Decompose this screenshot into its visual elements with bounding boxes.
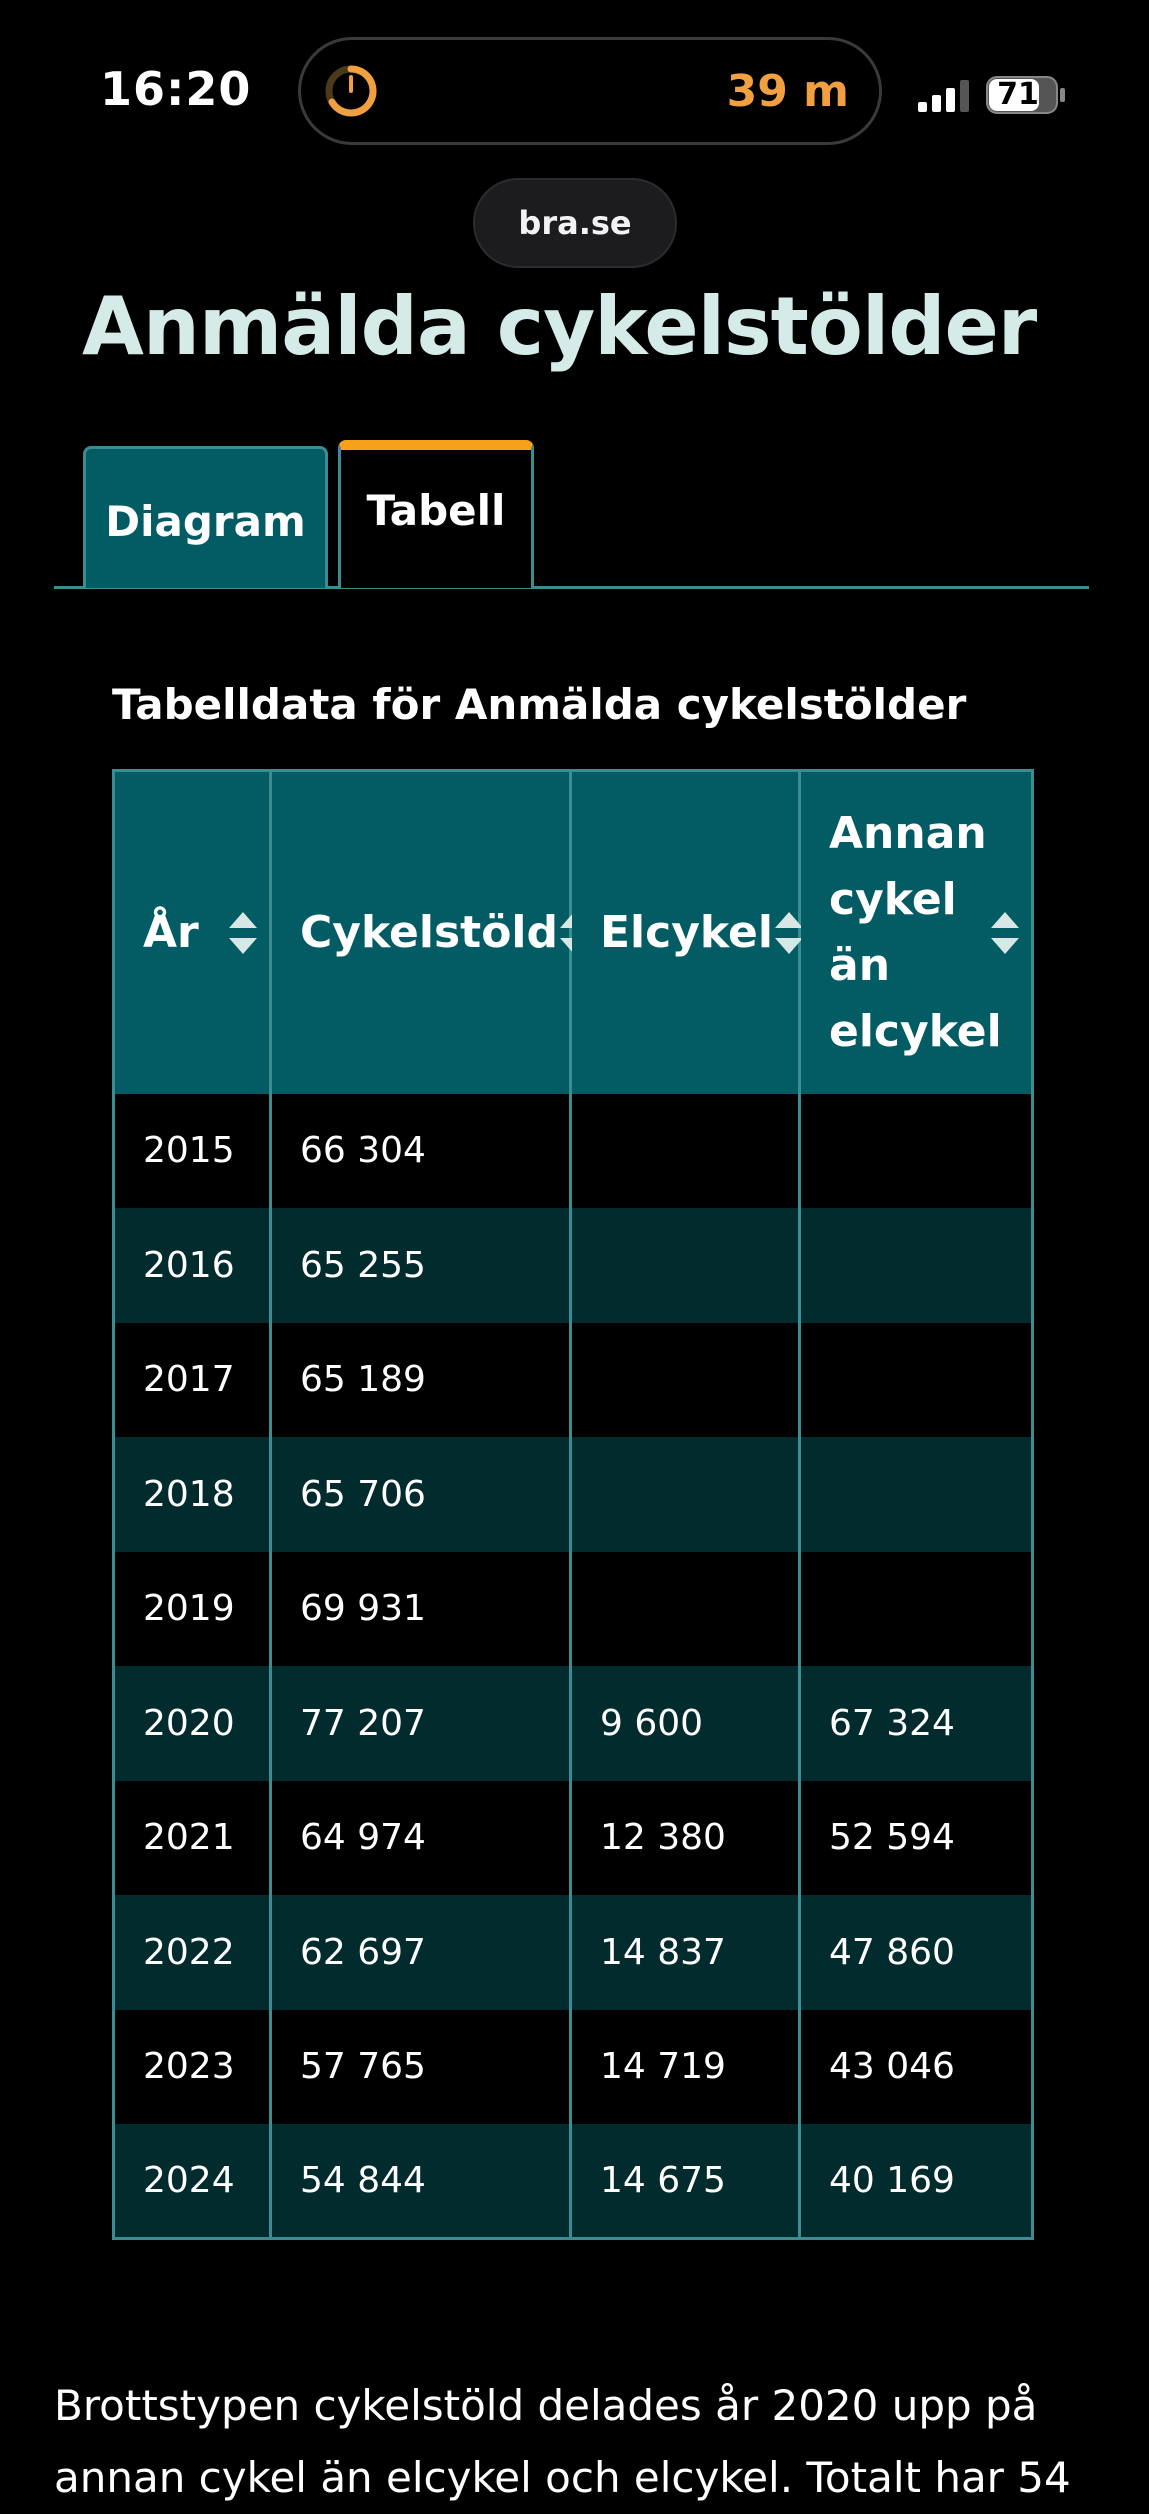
tab-divider (54, 586, 1089, 589)
header-label: Annan cykel än elcykel (829, 807, 1002, 1057)
table-row: 2020 77 207 9 600 67 324 (113, 1666, 1033, 1781)
timer-readout: 39 m (726, 66, 849, 117)
data-table: År Cykelstöld Elcykel Annan cykel än elc… (112, 769, 1034, 2240)
page-title: Anmälda cykelstölder (82, 280, 1037, 373)
table-row: 2024 54 844 14 675 40 169 (113, 2124, 1033, 2239)
cell-cykelstold: 66 304 (269, 1093, 571, 1208)
cell-cykelstold: 77 207 (269, 1666, 571, 1781)
cell-year: 2021 (113, 1780, 271, 1895)
cell-year: 2015 (113, 1093, 271, 1208)
timer-ring-icon (325, 65, 377, 117)
tab-bar: Diagram Tabell (54, 440, 1089, 589)
cell-elcykel (569, 1551, 800, 1666)
cell-cykelstold: 65 255 (269, 1208, 571, 1323)
sort-updown-icon[interactable] (989, 910, 1021, 956)
cell-annan-cykel (798, 1208, 1033, 1323)
cell-elcykel (569, 1322, 800, 1437)
status-time: 16:20 (100, 62, 252, 116)
cell-elcykel (569, 1208, 800, 1323)
cell-annan-cykel: 43 046 (798, 2009, 1033, 2124)
table-row: 2022 62 697 14 837 47 860 (113, 1895, 1033, 2010)
cell-annan-cykel: 52 594 (798, 1780, 1033, 1895)
table-row: 2019 69 931 (113, 1551, 1033, 1666)
header-cykelstold[interactable]: Cykelstöld (269, 770, 589, 1094)
cell-year: 2022 (113, 1895, 271, 2010)
table-row: 2015 66 304 (113, 1093, 1033, 1208)
table-header-row: År Cykelstöld Elcykel Annan cykel än elc… (113, 770, 1033, 1094)
cell-year: 2023 (113, 2009, 271, 2124)
battery-icon (986, 76, 1065, 114)
body-paragraph: Brottstypen cykelstöld delades år 2020 u… (54, 2381, 1071, 2502)
cell-annan-cykel (798, 1322, 1033, 1437)
cell-elcykel: 9 600 (569, 1666, 800, 1781)
cell-annan-cykel (798, 1093, 1033, 1208)
table-caption: Tabelldata för Anmälda cykelstölder (112, 680, 967, 729)
cell-elcykel (569, 1437, 800, 1552)
cell-year: 2020 (113, 1666, 271, 1781)
cell-annan-cykel (798, 1437, 1033, 1552)
cell-cykelstold: 57 765 (269, 2009, 571, 2124)
cell-elcykel: 14 675 (569, 2124, 800, 2239)
header-label: Cykelstöld (300, 906, 559, 958)
tab-diagram[interactable]: Diagram (83, 446, 328, 588)
cell-year: 2019 (113, 1551, 271, 1666)
cell-annan-cykel: 67 324 (798, 1666, 1033, 1781)
cell-annan-cykel: 47 860 (798, 1895, 1033, 2010)
url-bar[interactable]: bra.se (473, 178, 677, 268)
sort-updown-icon[interactable] (227, 910, 259, 956)
header-elcykel[interactable]: Elcykel (569, 770, 803, 1094)
cell-year: 2018 (113, 1437, 271, 1552)
cell-cykelstold: 62 697 (269, 1895, 571, 2010)
cell-cykelstold: 64 974 (269, 1780, 571, 1895)
table-row: 2018 65 706 (113, 1437, 1033, 1552)
table-row: 2016 65 255 (113, 1208, 1033, 1323)
status-bar: 16:20 39 m 71 (0, 0, 1149, 160)
cell-cykelstold: 54 844 (269, 2124, 571, 2239)
cell-cykelstold: 65 706 (269, 1437, 571, 1552)
header-label: Elcykel (600, 906, 773, 958)
sort-updown-icon[interactable] (773, 910, 805, 956)
table-row: 2023 57 765 14 719 43 046 (113, 2009, 1033, 2124)
cell-year: 2017 (113, 1322, 271, 1437)
cellular-signal-icon (918, 80, 969, 112)
cell-cykelstold: 65 189 (269, 1322, 571, 1437)
cell-annan-cykel: 40 169 (798, 2124, 1033, 2239)
cell-elcykel: 12 380 (569, 1780, 800, 1895)
tab-tabell[interactable]: Tabell (338, 440, 534, 588)
cell-annan-cykel (798, 1551, 1033, 1666)
cell-elcykel: 14 837 (569, 1895, 800, 2010)
cell-year: 2016 (113, 1208, 271, 1323)
cell-year: 2024 (113, 2124, 271, 2239)
table-row: 2021 64 974 12 380 52 594 (113, 1780, 1033, 1895)
header-year[interactable]: År (113, 770, 271, 1094)
battery-level: 71 (997, 77, 1039, 112)
cell-cykelstold: 69 931 (269, 1551, 571, 1666)
header-label: År (143, 906, 199, 958)
table-row: 2017 65 189 (113, 1322, 1033, 1437)
dynamic-island[interactable]: 39 m (298, 37, 882, 145)
cell-elcykel: 14 719 (569, 2009, 800, 2124)
header-annan-cykel[interactable]: Annan cykel än elcykel (798, 770, 1033, 1094)
cell-elcykel (569, 1093, 800, 1208)
